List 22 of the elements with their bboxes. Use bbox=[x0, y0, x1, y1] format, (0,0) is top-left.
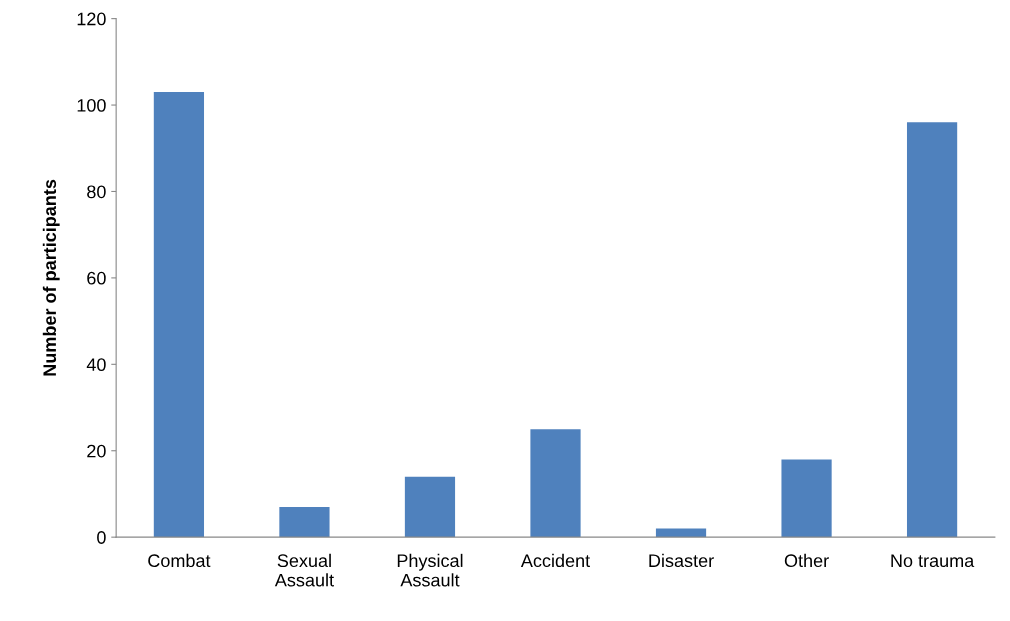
y-tick-label: 40 bbox=[86, 358, 106, 372]
x-tick-label: Other bbox=[784, 553, 829, 568]
bar bbox=[153, 92, 205, 538]
y-tick-label: 0 bbox=[97, 531, 106, 544]
bar bbox=[906, 122, 958, 538]
bar bbox=[655, 528, 707, 538]
y-tick-label: 120 bbox=[77, 12, 106, 26]
y-axis-title: Number of participants bbox=[42, 179, 60, 376]
bar bbox=[781, 459, 832, 538]
y-tick-label: 60 bbox=[87, 271, 106, 285]
y-tick-label: 20 bbox=[87, 444, 106, 458]
bar bbox=[279, 506, 330, 538]
x-tick-label: Physical Assault bbox=[397, 553, 463, 587]
bar bbox=[530, 429, 581, 538]
x-tick-label: No trauma bbox=[891, 554, 975, 568]
y-tick-label: 80 bbox=[87, 185, 106, 199]
x-tick-label: Sexual Assault bbox=[274, 553, 334, 587]
x-tick-label: Accident bbox=[520, 553, 590, 568]
bar bbox=[404, 476, 456, 538]
y-tick-label: 100 bbox=[77, 98, 106, 112]
x-tick-label: Disaster bbox=[649, 553, 714, 568]
x-tick-label: Combat bbox=[148, 553, 211, 568]
